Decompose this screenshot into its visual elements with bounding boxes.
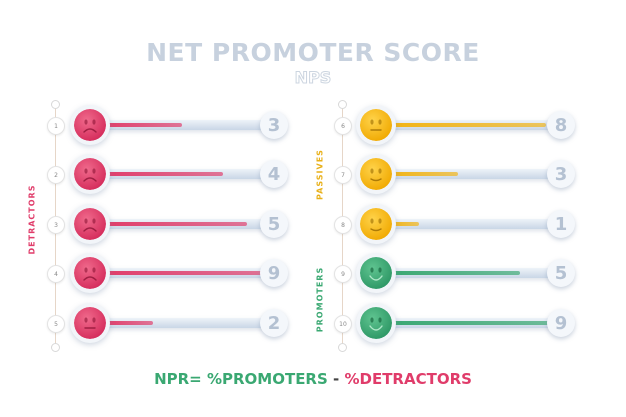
formula-promoters: %PROMOTERS xyxy=(206,370,328,388)
sad-face-icon xyxy=(74,208,106,240)
score-index-badge: 5 xyxy=(47,315,65,333)
score-index-badge: 2 xyxy=(47,166,65,184)
score-value: 2 xyxy=(260,309,288,337)
score-index-badge: 7 xyxy=(334,166,352,184)
face-badge xyxy=(356,105,396,145)
sad-face-icon xyxy=(74,109,106,141)
face-badge xyxy=(70,303,110,343)
score-bar-track xyxy=(104,268,274,278)
sad-face-icon xyxy=(74,257,106,289)
score-bar-track xyxy=(104,318,274,328)
score-bar-fill xyxy=(104,222,247,226)
score-bar-track xyxy=(390,169,561,179)
sad-face-icon xyxy=(74,158,106,190)
score-bar-track xyxy=(104,169,274,179)
nps-formula: NPR= %PROMOTERS - %DETRACTORS xyxy=(0,370,626,388)
formula-separator: - xyxy=(327,370,345,388)
score-value: 8 xyxy=(547,111,575,139)
score-index-badge: 9 xyxy=(334,265,352,283)
face-badge xyxy=(70,154,110,194)
face-badge xyxy=(356,253,396,293)
score-value: 3 xyxy=(260,111,288,139)
score-bar-fill xyxy=(390,222,420,226)
score-index-badge: 8 xyxy=(334,216,352,234)
score-index-badge: 3 xyxy=(47,216,65,234)
score-bar-fill xyxy=(390,123,546,127)
score-value: 5 xyxy=(260,210,288,238)
smile-face-icon xyxy=(360,307,392,339)
group-label-promoters: PROMOTERS xyxy=(315,266,325,333)
formula-prefix: NPR= xyxy=(154,370,207,388)
group-label-detractors: DETRACTORS xyxy=(27,184,37,255)
slight-smile-face-icon xyxy=(360,158,392,190)
score-bar-track xyxy=(390,268,561,278)
smile-face-icon xyxy=(360,257,392,289)
score-bar-fill xyxy=(104,321,154,325)
score-bar-fill xyxy=(104,123,183,127)
score-value: 9 xyxy=(260,259,288,287)
score-bar-fill xyxy=(390,271,520,275)
timeline-end-knob xyxy=(51,343,60,352)
neutral-face-icon xyxy=(360,109,392,141)
score-index-badge: 6 xyxy=(334,117,352,135)
score-value: 1 xyxy=(547,210,575,238)
score-index-badge: 1 xyxy=(47,117,65,135)
timeline-end-knob xyxy=(338,343,347,352)
neutral-face-icon xyxy=(74,307,106,339)
score-bar-track xyxy=(104,120,274,130)
face-badge xyxy=(70,204,110,244)
timeline-start-knob xyxy=(51,100,60,109)
score-value: 9 xyxy=(547,309,575,337)
face-badge xyxy=(70,253,110,293)
slight-smile-face-icon xyxy=(360,208,392,240)
score-bar-fill xyxy=(104,271,269,275)
score-bar-fill xyxy=(104,172,223,176)
score-bar-track xyxy=(390,318,561,328)
score-bar-track xyxy=(104,219,274,229)
score-bar-fill xyxy=(390,172,459,176)
score-value: 5 xyxy=(547,259,575,287)
face-badge xyxy=(356,154,396,194)
face-badge xyxy=(356,303,396,343)
face-badge xyxy=(356,204,396,244)
page-subtitle: NPS xyxy=(294,68,332,88)
score-value: 3 xyxy=(547,160,575,188)
group-label-passives: PASSIVES xyxy=(315,149,325,200)
score-bar-track xyxy=(390,219,561,229)
score-value: 4 xyxy=(260,160,288,188)
score-index-badge: 4 xyxy=(47,265,65,283)
face-badge xyxy=(70,105,110,145)
score-bar-track xyxy=(390,120,561,130)
score-index-badge: 10 xyxy=(334,315,352,333)
page-title: NET PROMOTER SCORE xyxy=(146,38,480,67)
score-bar-fill xyxy=(390,321,558,325)
timeline-start-knob xyxy=(338,100,347,109)
formula-detractors: %DETRACTORS xyxy=(344,370,472,388)
